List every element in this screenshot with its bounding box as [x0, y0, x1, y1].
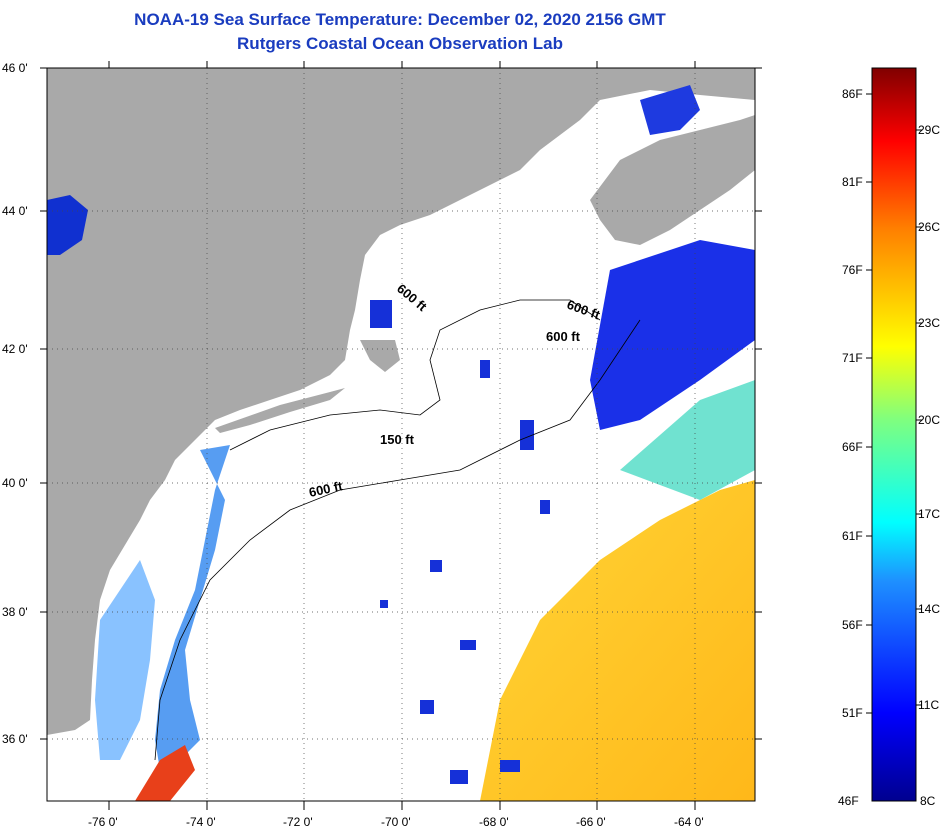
lon-label: -68 0': [479, 815, 509, 829]
land-nova-scotia: [590, 115, 755, 245]
colorbar-c-label: 26C: [918, 220, 940, 234]
contour-label-600ft: 600 ft: [308, 478, 345, 500]
colorbar-f-label: 61F: [842, 529, 863, 543]
colorbar-f-label: 81F: [842, 175, 863, 189]
lat-label: 44 0': [2, 204, 28, 218]
bay-of-fundy: [640, 85, 700, 135]
lon-label: -74 0': [186, 815, 216, 829]
lat-label: 42 0': [2, 342, 28, 356]
offshore-cyan: [620, 380, 755, 500]
lat-label: 38 0': [2, 605, 28, 619]
lon-label: -76 0': [88, 815, 118, 829]
colorbar-f-label: 86F: [842, 87, 863, 101]
shelf-waters: [155, 445, 230, 770]
colorbar-f-label: 71F: [842, 351, 863, 365]
colorbar-c-label: 17C: [918, 507, 940, 521]
colorbar-f-label: 66F: [842, 440, 863, 454]
scattered-pixels: [370, 300, 550, 784]
ticks: [40, 61, 762, 810]
plot-frame: [46, 67, 756, 802]
colorbar-f-label: 46F: [838, 794, 859, 808]
colorbar-c-label: 11C: [918, 698, 939, 712]
colorbar-f-label: 56F: [842, 618, 863, 632]
land-us-coast: [47, 68, 755, 735]
colorbar-c-label: 8C: [920, 794, 936, 808]
contour-label-600ft: 600 ft: [546, 329, 581, 344]
lat-label: 40 0': [2, 476, 28, 490]
land-long-island: [215, 388, 345, 433]
land-cape-cod: [360, 340, 400, 372]
map-subtitle: Rutgers Coastal Ocean Observation Lab: [237, 34, 563, 53]
lat-label: 36 0': [2, 732, 28, 746]
colorbar-c-label: 14C: [918, 602, 940, 616]
colorbar-ticks: [866, 93, 922, 714]
lon-label: -64 0': [674, 815, 704, 829]
lat-label: 46 0': [2, 61, 28, 75]
colorbar-c-label: 20C: [918, 413, 940, 427]
lake-patch: [47, 195, 88, 255]
chesapeake-bay: [95, 560, 155, 760]
colorbar-c-label: 29C: [918, 123, 940, 137]
map-plot-area: [47, 68, 755, 801]
colorbar-f-label: 76F: [842, 263, 863, 277]
contour-label-150ft: 150 ft: [380, 432, 415, 447]
grid: [47, 68, 755, 801]
lon-label: -66 0': [576, 815, 606, 829]
colorbar-f-label: 51F: [842, 706, 863, 720]
lon-label: -70 0': [381, 815, 411, 829]
colorbar-c-label: 23C: [918, 316, 940, 330]
offshore-warm: [480, 480, 755, 801]
gulf-stream-cold: [590, 240, 755, 430]
hatteras-warm: [135, 745, 195, 801]
lon-label: -72 0': [283, 815, 313, 829]
colorbar: [871, 67, 917, 802]
contour-150ft: [229, 299, 601, 451]
map-title: NOAA-19 Sea Surface Temperature: Decembe…: [134, 10, 666, 29]
contour-600ft: [154, 319, 641, 761]
